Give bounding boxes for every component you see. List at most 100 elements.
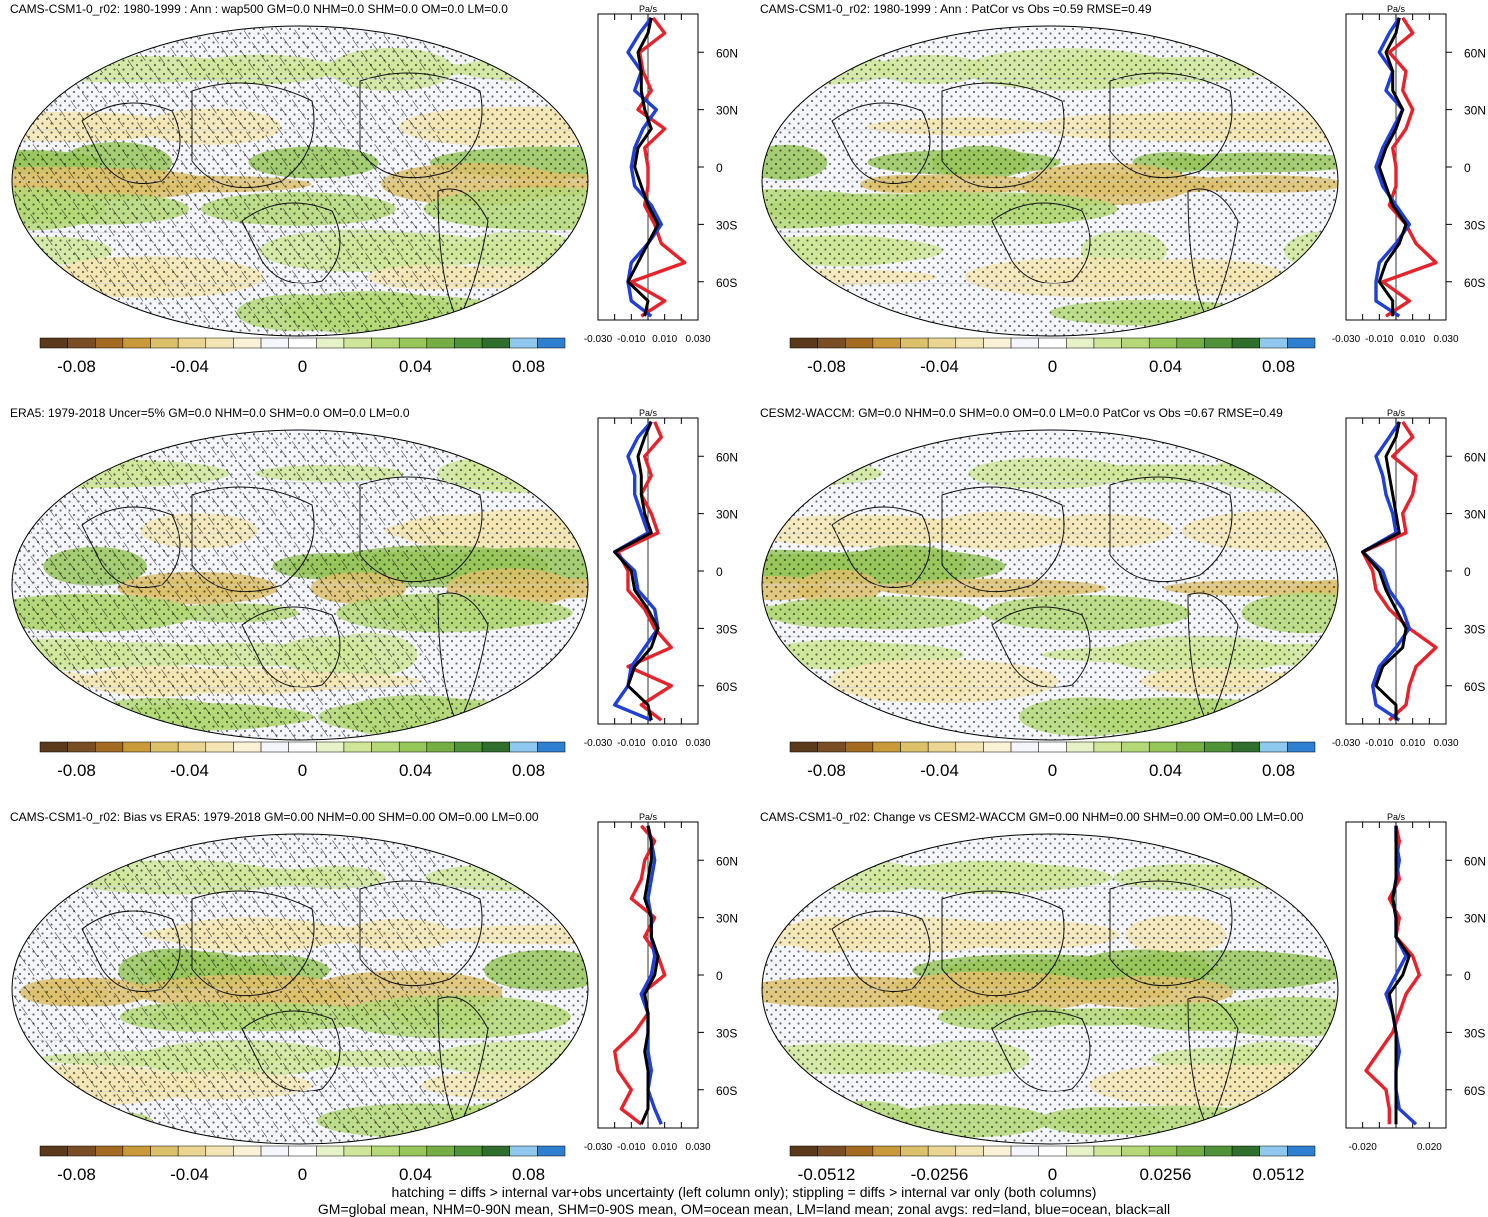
x-tick-label: 0.010: [652, 334, 677, 345]
zonal-series-all: [1377, 17, 1408, 317]
colorbar-swatch: [900, 1145, 929, 1157]
colorbar-swatch: [67, 1145, 96, 1157]
colorbar-swatch: [1038, 741, 1067, 753]
map-field: [12, 834, 588, 1144]
x-tick-label: 0.020: [1417, 1142, 1442, 1153]
colorbar-tick-label: -0.08: [807, 357, 846, 376]
x-tick-label: -0.010: [617, 334, 646, 345]
zonal-mean-plot: Pa/s -0.030 -0.010 0.010 0.030 60N 30N 0 30S 60S: [584, 4, 738, 345]
zonal-series-ocean: [1360, 420, 1412, 722]
colorbar-swatch: [67, 741, 96, 753]
lat-tick-label: 0: [716, 969, 723, 983]
colorbar-swatch: [1121, 337, 1150, 349]
zonal-mean-plot: Pa/s -0.030 -0.010 0.010 0.030 60N 30N 0 30S 60S: [1332, 4, 1486, 345]
x-tick-label: -0.030: [584, 1142, 613, 1153]
colorbar-swatch: [398, 1145, 428, 1157]
colorbar: -0.08 -0.04 0 0.04 0.08: [39, 337, 566, 376]
panel-title: CESM2-WACCM: GM=0.0 NHM=0.0 SHM=0.0 OM=0…: [760, 406, 1283, 420]
colorbar-swatch: [150, 741, 179, 753]
x-tick-label: -0.030: [584, 738, 613, 749]
colorbar-tick-label: 0: [298, 1165, 307, 1184]
x-tick-label: 0.010: [652, 738, 677, 749]
zonal-mean-plot: Pa/s -0.030 -0.010 0.010 0.030 60N 30N 0 30S 60S: [584, 812, 738, 1153]
colorbar-swatch: [983, 741, 1012, 753]
colorbar-tick-label: 0: [1048, 357, 1057, 376]
colorbar-swatch: [927, 337, 957, 349]
colorbar-swatch: [872, 337, 901, 349]
x-tick-label: 0.030: [685, 738, 710, 749]
colorbar-swatch: [122, 741, 151, 753]
x-tick-label: -0.030: [584, 334, 613, 345]
colorbar-swatch: [454, 1145, 483, 1157]
zonal-unit-label: Pa/s: [1387, 812, 1406, 822]
panel-title: CAMS-CSM1-0_r02: Change vs CESM2-WACCM G…: [760, 810, 1304, 824]
footer-note-line1: hatching = diffs > internal var+obs unce…: [391, 1184, 1097, 1200]
lat-tick-label: 60N: [716, 46, 738, 60]
lat-tick-label: 30N: [716, 104, 738, 118]
colorbar-tick-label: 0.0512: [1253, 1165, 1305, 1184]
colorbar-swatch: [1148, 337, 1178, 349]
zonal-mean-plot: Pa/s -0.020 0.020 60N 30N 0 30S 60S: [1345, 812, 1486, 1153]
colorbar-swatch: [371, 741, 400, 753]
lat-tick-label: 30S: [1464, 622, 1485, 636]
x-tick-label: -0.010: [617, 1142, 646, 1153]
zonal-series-land: [1360, 420, 1438, 722]
colorbar-swatch: [1010, 337, 1039, 349]
colorbar-tick-label: 0.04: [399, 761, 432, 780]
colorbar-swatch: [260, 337, 289, 349]
colorbar-swatch: [1259, 1145, 1288, 1157]
colorbar-swatch: [1148, 741, 1178, 753]
colorbar-swatch: [205, 741, 234, 753]
lat-tick-label: 60S: [1464, 680, 1485, 694]
colorbar-swatch: [426, 337, 455, 349]
colorbar-swatch: [1093, 1145, 1122, 1157]
colorbar-swatch: [371, 337, 400, 349]
zonal-unit-label: Pa/s: [639, 812, 658, 822]
colorbar-swatch: [845, 1145, 874, 1157]
lat-tick-label: 30N: [1464, 912, 1486, 926]
colorbar-swatch: [872, 741, 901, 753]
colorbar-tick-label: -0.08: [57, 357, 96, 376]
colorbar-swatch: [233, 337, 262, 349]
colorbar-tick-label: -0.08: [57, 1165, 96, 1184]
hatching: [12, 430, 444, 740]
colorbar-swatch: [316, 741, 345, 753]
colorbar-swatch: [1066, 741, 1095, 753]
lat-tick-label: 60N: [1464, 46, 1486, 60]
colorbar-swatch: [955, 1145, 984, 1157]
colorbar-swatch: [177, 337, 207, 349]
colorbar-swatch: [233, 741, 262, 753]
colorbar-swatch: [343, 741, 372, 753]
x-tick-label: -0.020: [1348, 1142, 1377, 1153]
colorbar-tick-label: -0.04: [170, 1165, 209, 1184]
colorbar-swatch: [481, 741, 510, 753]
colorbar-tick-label: 0: [298, 357, 307, 376]
lat-tick-label: 60S: [716, 680, 737, 694]
x-tick-label: 0.010: [1400, 334, 1425, 345]
lat-tick-label: 30S: [716, 622, 737, 636]
colorbar-swatch: [426, 741, 455, 753]
lat-tick-label: 60S: [716, 1084, 737, 1098]
colorbar-tick-label: -0.08: [807, 761, 846, 780]
colorbar-swatch: [1093, 337, 1122, 349]
panel-1: CAMS-CSM1-0_r02: 1980-1999 : Ann : wap50…: [10, 2, 738, 376]
colorbar-tick-label: 0.0256: [1140, 1165, 1192, 1184]
x-tick-label: -0.030: [1332, 334, 1361, 345]
colorbar-swatch: [288, 1145, 317, 1157]
x-tick-label: 0.030: [685, 334, 710, 345]
colorbar-tick-label: 0.04: [1149, 761, 1182, 780]
colorbar-swatch: [1287, 1145, 1316, 1157]
panel-2: CAMS-CSM1-0_r02: 1980-1999 : Ann : PatCo…: [760, 2, 1486, 376]
colorbar-swatch: [927, 741, 957, 753]
panel-title: CAMS-CSM1-0_r02: 1980-1999 : Ann : PatCo…: [760, 2, 1152, 16]
colorbar-tick-label: 0.04: [399, 357, 432, 376]
colorbar-swatch: [398, 741, 428, 753]
panel-5: CAMS-CSM1-0_r02: Bias vs ERA5: 1979-2018…: [10, 810, 738, 1184]
colorbar-swatch: [955, 741, 984, 753]
colorbar-swatch: [316, 337, 345, 349]
zonal-series-land: [629, 16, 687, 318]
lat-tick-label: 0: [716, 161, 723, 175]
colorbar-swatch: [177, 1145, 207, 1157]
lat-tick-label: 0: [1464, 161, 1471, 175]
